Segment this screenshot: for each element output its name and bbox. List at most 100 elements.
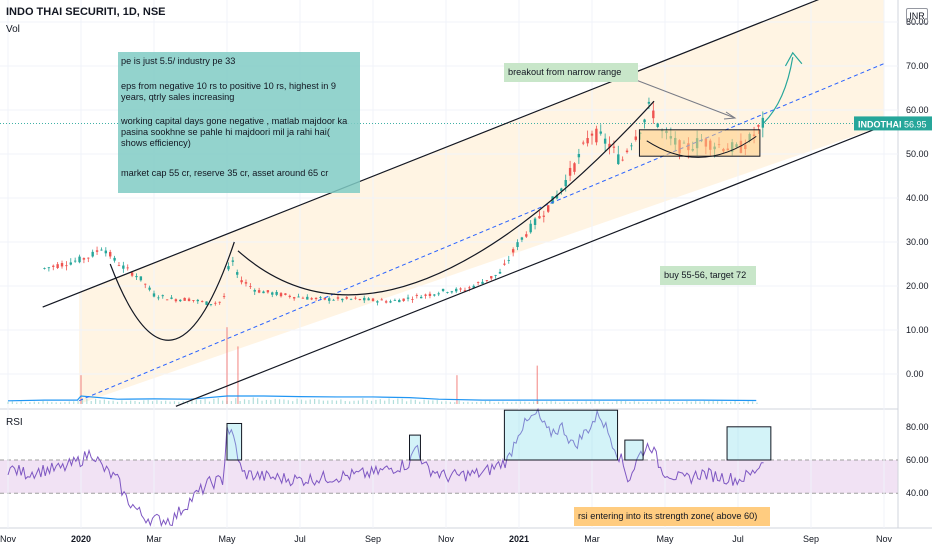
candle-body — [165, 299, 169, 301]
candle-body — [82, 258, 86, 260]
candle-body — [122, 265, 125, 269]
candle-body — [538, 216, 541, 219]
info-note-text: pasina sookhne se pahle hi majdoori mil … — [121, 127, 330, 137]
candle-body — [218, 301, 221, 303]
candle-body — [266, 290, 270, 293]
candle-body — [341, 298, 344, 301]
candle-body — [433, 294, 436, 296]
time-tick-label: Mar — [146, 534, 162, 544]
price-tick-label: 50.00 — [906, 149, 929, 159]
channel-bottom-line — [175, 125, 885, 407]
cup-curve-1 — [109, 241, 235, 341]
candle-body — [630, 145, 633, 147]
candle-body — [529, 223, 532, 233]
buy-note-text: buy 55-56, target 72 — [664, 270, 746, 280]
rsi-highlight-box — [624, 439, 644, 461]
info-note-text: years, qtrly sales increasing — [121, 92, 234, 102]
candle-body — [582, 142, 585, 144]
candle-body — [336, 297, 340, 299]
candle-body — [503, 263, 506, 265]
price-tick-label: 0.00 — [906, 369, 924, 379]
time-tick-label: 2021 — [509, 534, 529, 544]
candle-body — [525, 234, 528, 237]
candle-body — [757, 125, 760, 127]
rsi-tick-label: 80.00 — [906, 422, 929, 432]
candle-body — [494, 274, 497, 276]
candle-body — [384, 301, 388, 303]
candle-body — [109, 251, 112, 257]
price-tick-label: 30.00 — [906, 237, 929, 247]
candle-body — [148, 287, 151, 290]
symbol-tag: INDOTHAI — [858, 119, 902, 129]
candle-body — [152, 293, 156, 297]
candle-body — [402, 298, 405, 301]
chart-title: INDO THAI SECURITI, 1D, NSE — [6, 6, 166, 18]
time-tick-label: May — [218, 534, 236, 544]
candle-body — [358, 299, 362, 301]
candle-body — [354, 297, 357, 299]
channel-fill — [79, 0, 884, 404]
info-note-text: market cap 55 cr, reserve 35 cr, asset a… — [121, 168, 328, 178]
candle-body — [547, 205, 550, 212]
callout-arrow — [635, 79, 736, 119]
candle-body — [428, 293, 432, 296]
candle-body — [332, 299, 335, 301]
time-tick-label: Sep — [803, 534, 819, 544]
rsi-note-box — [574, 507, 770, 526]
candle-body — [95, 250, 99, 252]
candle-body — [288, 295, 291, 297]
candle-body — [52, 265, 55, 267]
time-tick-label: Jul — [732, 534, 744, 544]
rsi-line — [7, 407, 764, 528]
price-tick-label: 70.00 — [906, 61, 929, 71]
candle-body — [612, 146, 616, 148]
candle-body — [498, 271, 502, 274]
candle-body — [262, 291, 265, 294]
candle-body — [577, 153, 581, 158]
candle-body — [222, 296, 226, 297]
candle-body — [78, 256, 81, 263]
time-tick-label: Mar — [584, 534, 600, 544]
candle-body — [441, 288, 445, 291]
candle-body — [647, 101, 651, 104]
time-tick-label: Nov — [876, 534, 893, 544]
price-tick-label: 60.00 — [906, 105, 929, 115]
candle-body — [507, 260, 510, 261]
currency-badge[interactable]: INR — [906, 8, 928, 24]
candle-body — [599, 131, 602, 134]
candle-body — [542, 215, 546, 217]
candle-body — [139, 276, 143, 281]
rsi-highlight-box — [503, 409, 619, 461]
candle-body — [603, 138, 607, 144]
candle-body — [130, 272, 134, 276]
cup-curve-2 — [237, 100, 655, 296]
candle-body — [113, 257, 116, 261]
candle-body — [240, 280, 243, 283]
breakout-note-box — [504, 63, 638, 82]
candle-body — [205, 301, 208, 305]
candle-body — [65, 265, 68, 267]
candle-body — [455, 288, 458, 292]
candle-body — [485, 280, 489, 281]
info-note-box — [118, 52, 360, 193]
rsi-note-text: rsi entering into its strength zone( abo… — [578, 511, 757, 521]
candle-body — [314, 297, 318, 299]
rsi-tick-label: 40.00 — [906, 488, 929, 498]
candle-body — [192, 300, 195, 301]
candle-body — [634, 136, 637, 140]
candle-body — [533, 218, 537, 225]
rsi-band — [0, 460, 898, 494]
candle-body — [323, 297, 327, 300]
candle-body — [459, 288, 462, 290]
candle-body — [564, 180, 567, 187]
info-note-text: pe is just 5.5/ industry pe 33 — [121, 56, 235, 66]
candle-body — [271, 292, 274, 295]
candle-body — [183, 297, 186, 301]
candle-body — [367, 298, 370, 301]
candle-body — [231, 260, 235, 262]
candle-body — [389, 301, 392, 303]
candle-body — [275, 291, 278, 295]
candle-body — [249, 286, 252, 287]
candle-body — [214, 302, 217, 304]
info-note-text: shows efficiency) — [121, 138, 191, 148]
